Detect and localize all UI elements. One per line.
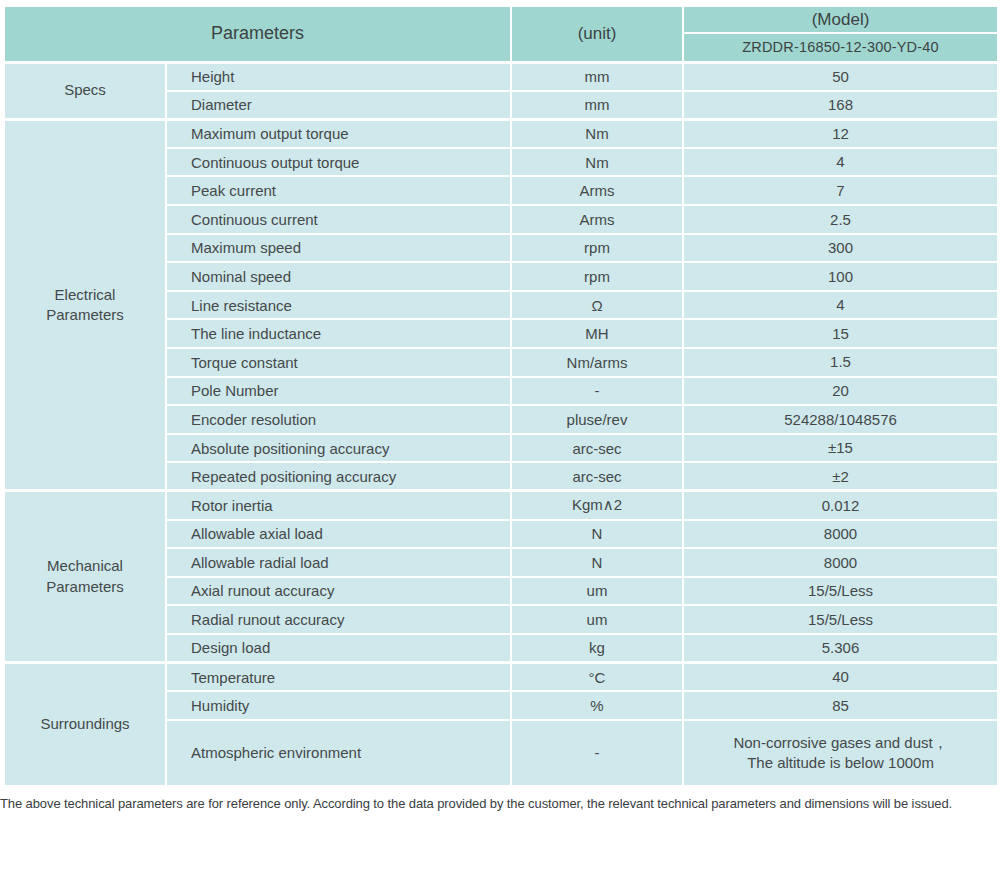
table-row: SpecsHeightmm50: [4, 62, 998, 91]
group-label-cell-surroundings: Surroundings: [4, 662, 166, 785]
model-number: ZRDDR-16850-12-300-YD-40: [683, 33, 998, 62]
param-name-cell: Design load: [166, 634, 511, 663]
unit-cell: Arms: [511, 176, 683, 205]
unit-cell: -: [511, 720, 683, 786]
param-name-cell: Maximum speed: [166, 234, 511, 263]
spec-table-header: Parameters (unit) (Model) ZRDDR-16850-12…: [4, 6, 998, 62]
unit-cell: Nm: [511, 148, 683, 177]
value-cell: 2.5: [683, 205, 998, 234]
value-cell: 85: [683, 691, 998, 720]
value-cell: 300: [683, 234, 998, 263]
param-name-cell: Allowable radial load: [166, 548, 511, 577]
value-cell: 168: [683, 91, 998, 120]
value-cell: 40: [683, 662, 998, 691]
value-cell: 1.5: [683, 348, 998, 377]
param-name-cell: Continuous output torque: [166, 148, 511, 177]
value-cell: 5.306: [683, 634, 998, 663]
unit-cell: pluse/rev: [511, 405, 683, 434]
param-name-cell: Temperature: [166, 662, 511, 691]
value-cell: ±15: [683, 434, 998, 463]
value-cell: 4: [683, 291, 998, 320]
unit-cell: arc-sec: [511, 434, 683, 463]
param-name-cell: Encoder resolution: [166, 405, 511, 434]
group-label: Mechanical Parameters: [29, 556, 141, 597]
param-name-cell: Peak current: [166, 176, 511, 205]
group-label-cell-mechanical-parameters: Mechanical Parameters: [4, 491, 166, 663]
param-name-cell: Radial runout accuracy: [166, 605, 511, 634]
value-cell: 0.012: [683, 491, 998, 520]
param-name-cell: Diameter: [166, 91, 511, 120]
unit-cell: um: [511, 605, 683, 634]
param-name-cell: Allowable axial load: [166, 520, 511, 549]
unit-cell: Nm: [511, 119, 683, 148]
header-row-1: Parameters (unit) (Model): [4, 6, 998, 33]
group-label: Electrical Parameters: [29, 285, 141, 326]
param-name-cell: Repeated positioning accuracy: [166, 462, 511, 491]
value-cell: 50: [683, 62, 998, 91]
spec-sheet-page: Parameters (unit) (Model) ZRDDR-16850-12…: [0, 0, 1000, 879]
value-cell: 7: [683, 176, 998, 205]
footer-note: The above technical parameters are for r…: [0, 796, 1000, 811]
value-cell: 8000: [683, 520, 998, 549]
unit-cell: arc-sec: [511, 462, 683, 491]
value-cell: 524288/1048576: [683, 405, 998, 434]
parameters-header: Parameters: [4, 6, 511, 62]
unit-cell: N: [511, 548, 683, 577]
model-header: (Model): [683, 6, 998, 33]
unit-cell: -: [511, 377, 683, 406]
value-cell: 12: [683, 119, 998, 148]
param-name-cell: The line inductance: [166, 319, 511, 348]
group-label: Specs: [64, 80, 106, 100]
table-row: Electrical ParametersMaximum output torq…: [4, 119, 998, 148]
unit-cell: mm: [511, 91, 683, 120]
unit-cell: °C: [511, 662, 683, 691]
unit-cell: rpm: [511, 234, 683, 263]
param-name-cell: Height: [166, 62, 511, 91]
unit-cell: %: [511, 691, 683, 720]
param-name-cell: Nominal speed: [166, 262, 511, 291]
table-row: SurroundingsTemperature°C40: [4, 662, 998, 691]
table-row: Mechanical ParametersRotor inertiaKgm∧20…: [4, 491, 998, 520]
unit-cell: MH: [511, 319, 683, 348]
value-cell: 15/5/Less: [683, 605, 998, 634]
group-label: Surroundings: [40, 714, 129, 734]
param-name-cell: Atmospheric environment: [166, 720, 511, 786]
param-name-cell: Humidity: [166, 691, 511, 720]
value-cell: 20: [683, 377, 998, 406]
value-cell: Non-corrosive gases and dust， The altitu…: [683, 720, 998, 786]
unit-cell: Nm/arms: [511, 348, 683, 377]
unit-cell: Ω: [511, 291, 683, 320]
unit-cell: kg: [511, 634, 683, 663]
group-label-cell-electrical-parameters: Electrical Parameters: [4, 119, 166, 491]
unit-cell: N: [511, 520, 683, 549]
param-name-cell: Continuous current: [166, 205, 511, 234]
unit-cell: um: [511, 577, 683, 606]
param-name-cell: Line resistance: [166, 291, 511, 320]
unit-cell: mm: [511, 62, 683, 91]
unit-cell: rpm: [511, 262, 683, 291]
value-cell: 4: [683, 148, 998, 177]
param-name-cell: Rotor inertia: [166, 491, 511, 520]
param-name-cell: Pole Number: [166, 377, 511, 406]
param-name-cell: Axial runout accuracy: [166, 577, 511, 606]
spec-table-body: SpecsHeightmm50Diametermm168Electrical P…: [4, 62, 998, 786]
group-label-cell-specs: Specs: [4, 62, 166, 119]
param-name-cell: Absolute positioning accuracy: [166, 434, 511, 463]
value-cell: ±2: [683, 462, 998, 491]
unit-cell: Kgm∧2: [511, 491, 683, 520]
value-cell: 100: [683, 262, 998, 291]
unit-header: (unit): [511, 6, 683, 62]
param-name-cell: Maximum output torque: [166, 119, 511, 148]
unit-cell: Arms: [511, 205, 683, 234]
value-cell: 8000: [683, 548, 998, 577]
param-name-cell: Torque constant: [166, 348, 511, 377]
value-cell: 15: [683, 319, 998, 348]
spec-table-wrap: Parameters (unit) (Model) ZRDDR-16850-12…: [0, 0, 1000, 787]
spec-table: Parameters (unit) (Model) ZRDDR-16850-12…: [3, 5, 999, 787]
value-cell: 15/5/Less: [683, 577, 998, 606]
